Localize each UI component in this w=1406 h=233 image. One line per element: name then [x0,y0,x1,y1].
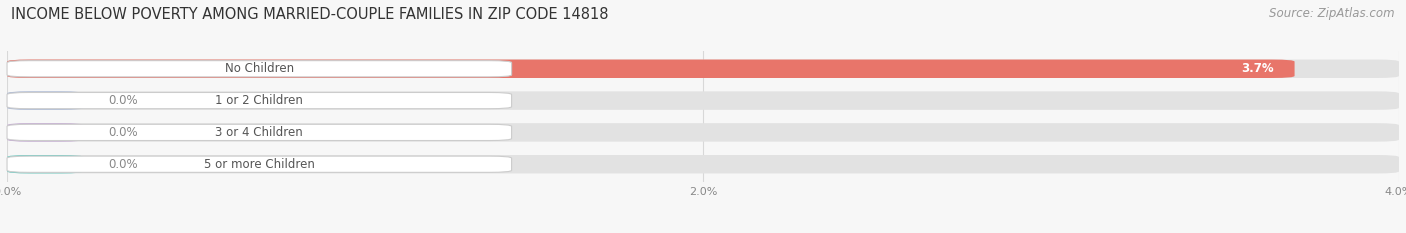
Text: 0.0%: 0.0% [108,94,138,107]
FancyBboxPatch shape [7,91,1399,110]
FancyBboxPatch shape [7,61,512,77]
FancyBboxPatch shape [7,156,512,172]
FancyBboxPatch shape [7,91,83,110]
FancyBboxPatch shape [7,60,1399,78]
Text: 0.0%: 0.0% [108,126,138,139]
Text: 0.0%: 0.0% [108,158,138,171]
FancyBboxPatch shape [7,155,1399,173]
FancyBboxPatch shape [7,123,1399,142]
FancyBboxPatch shape [7,93,512,109]
FancyBboxPatch shape [7,155,83,173]
FancyBboxPatch shape [7,123,83,142]
Text: 3.7%: 3.7% [1241,62,1274,75]
Text: 3 or 4 Children: 3 or 4 Children [215,126,304,139]
Text: 5 or more Children: 5 or more Children [204,158,315,171]
FancyBboxPatch shape [7,60,1295,78]
Text: No Children: No Children [225,62,294,75]
Text: Source: ZipAtlas.com: Source: ZipAtlas.com [1270,7,1395,20]
Text: INCOME BELOW POVERTY AMONG MARRIED-COUPLE FAMILIES IN ZIP CODE 14818: INCOME BELOW POVERTY AMONG MARRIED-COUPL… [11,7,609,22]
FancyBboxPatch shape [7,124,512,140]
Text: 1 or 2 Children: 1 or 2 Children [215,94,304,107]
